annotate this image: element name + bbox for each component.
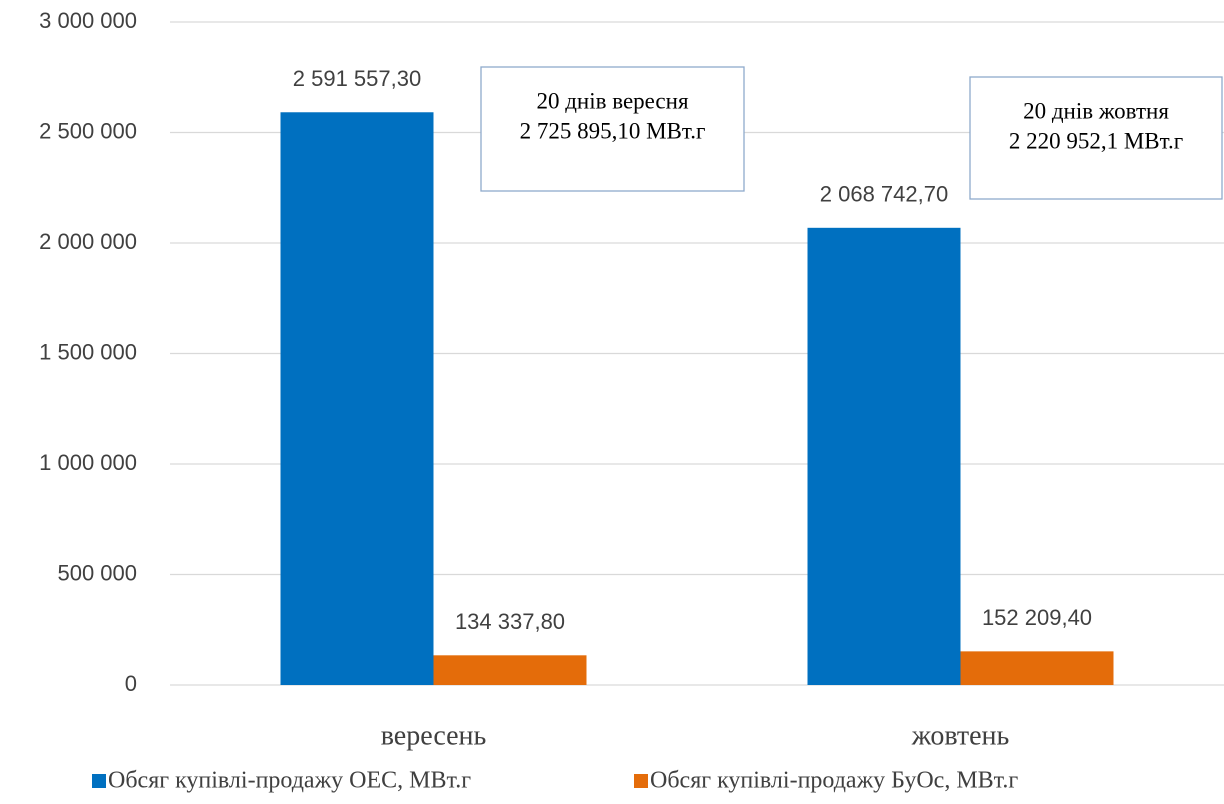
- legend-swatch: [634, 774, 648, 788]
- annotation-box: [969, 76, 1223, 200]
- data-label: 134 337,80: [455, 609, 565, 634]
- x-tick-label: вересень: [381, 720, 487, 751]
- legend-swatch: [92, 774, 106, 788]
- y-tick-label: 3 000 000: [39, 8, 137, 33]
- y-tick-label: 2 000 000: [39, 229, 137, 254]
- bar: [280, 112, 434, 685]
- legend-label: Обсяг купівлі-продажу БуОс, МВт.г: [650, 768, 1018, 794]
- y-tick-label: 2 500 000: [39, 118, 137, 143]
- annotation-text: 20 днів вересня: [536, 88, 688, 113]
- y-tick-label: 0: [125, 671, 137, 696]
- bar: [433, 655, 587, 685]
- y-tick-label: 1 000 000: [39, 450, 137, 475]
- annotation-text: 2 220 952,1 МВт.г: [1009, 128, 1183, 153]
- y-tick-label: 1 500 000: [39, 339, 137, 364]
- annotation-box: [480, 66, 745, 192]
- data-label: 2 591 557,30: [293, 66, 421, 91]
- annotation-text: 2 725 895,10 МВт.г: [520, 118, 706, 143]
- bar: [807, 227, 961, 685]
- y-tick-label: 500 000: [57, 560, 137, 585]
- annotation-text: 20 днів жовтня: [1023, 98, 1169, 123]
- data-label: 2 068 742,70: [820, 182, 948, 207]
- bar: [960, 651, 1114, 685]
- x-tick-label: жовтень: [911, 720, 1010, 751]
- legend-label: Обсяг купівлі-продажу ОЕС, МВт.г: [108, 768, 471, 794]
- data-label: 152 209,40: [982, 605, 1092, 630]
